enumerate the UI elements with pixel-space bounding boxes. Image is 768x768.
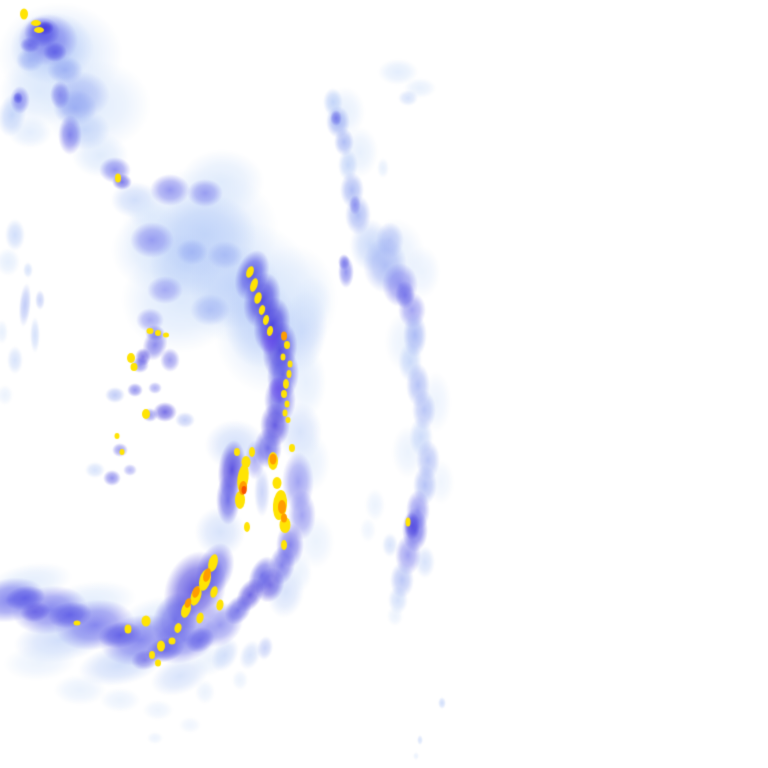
weather-radar-view: [0, 0, 768, 768]
radar-precipitation-canvas: [0, 0, 768, 768]
